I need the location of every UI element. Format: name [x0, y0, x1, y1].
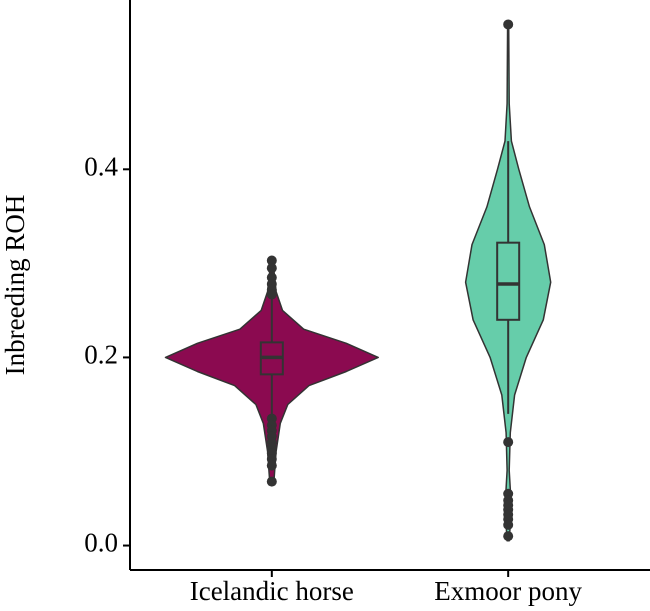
box — [496, 241, 521, 321]
outlier — [266, 289, 277, 300]
outlier — [266, 255, 277, 266]
y-tick-label: 0.2 — [84, 340, 118, 370]
y-axis-label: Inbreeding ROH — [0, 195, 30, 376]
outlier — [266, 263, 277, 274]
y-tick-label: 0.4 — [84, 152, 118, 182]
outlier — [266, 460, 277, 471]
y-tick-label: 0.0 — [84, 528, 118, 558]
x-tick-label: Icelandic horse — [190, 576, 354, 606]
outlier — [503, 437, 514, 448]
outlier — [266, 476, 277, 487]
outlier — [503, 19, 514, 30]
x-tick-label: Exmoor pony — [434, 576, 582, 606]
outlier — [503, 519, 514, 530]
outlier — [503, 531, 514, 542]
